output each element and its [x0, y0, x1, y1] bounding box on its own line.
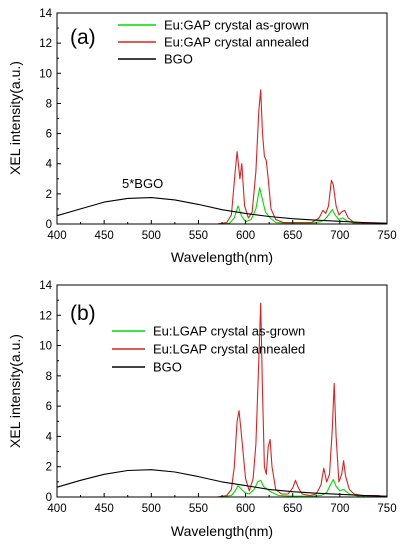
- y-tick-label: 8: [46, 98, 52, 110]
- y-tick-label: 8: [46, 371, 52, 383]
- y-tick-label: 6: [46, 129, 52, 141]
- x-tick-label: 400: [47, 503, 66, 515]
- panel-a: 400 450 500 550 600 650 700 750 0 2 4 6 8 10 12 14 Wavel…: [7, 8, 397, 265]
- x-tick-label: 700: [330, 503, 349, 515]
- x-axis-label: Wavelength(nm): [171, 249, 273, 265]
- y-tick-label: 4: [46, 159, 53, 171]
- series-line-3: [56, 197, 388, 224]
- y-tick-label: 10: [39, 68, 52, 80]
- annotation-label: 5*BGO: [122, 176, 163, 191]
- x-tick-label: 700: [330, 230, 349, 242]
- x-tick-label: 650: [283, 503, 302, 515]
- x-tick-label: 750: [377, 503, 396, 515]
- x-tick-label: 500: [142, 503, 161, 515]
- panel-label: (a): [70, 26, 96, 49]
- legend-entry: Eu:LGAP crystal annealed: [153, 342, 305, 357]
- y-tick-label: 2: [46, 189, 52, 201]
- x-axis-label: Wavelength(nm): [171, 523, 273, 539]
- legend-entry: BGO: [153, 360, 182, 375]
- x-tick-label: 400: [47, 230, 66, 242]
- series-line-3: [56, 469, 388, 497]
- x-tick-label: 550: [189, 503, 208, 515]
- x-tick-label: 650: [283, 230, 302, 242]
- series-line-2: [57, 89, 388, 225]
- legend-entry: Eu:LGAP crystal as-grown: [153, 324, 305, 339]
- legend-entry: Eu:GAP crystal as-grown: [164, 18, 309, 33]
- x-tick-label: 550: [189, 230, 208, 242]
- panel-label: (b): [70, 302, 96, 325]
- y-tick-label: 0: [46, 492, 52, 504]
- x-tick-label: 450: [95, 503, 114, 515]
- y-axis-label: XEL intensity(a.u.): [7, 334, 23, 448]
- y-tick-label: 2: [46, 462, 52, 474]
- series-line-1: [57, 187, 388, 225]
- panel-b: 400 450 500 550 600 650 700 750 0 2 4 6 8 10 12 14 Wavel…: [7, 280, 397, 539]
- x-tick-label: 600: [236, 503, 255, 515]
- y-axis-label: XEL intensity(a.u.): [7, 61, 23, 175]
- x-tick-label: 450: [95, 230, 114, 242]
- y-tick-label: 14: [39, 8, 52, 20]
- y-tick-label: 6: [46, 401, 52, 413]
- y-tick-label: 12: [39, 38, 52, 50]
- x-tick-label: 600: [236, 230, 255, 242]
- y-tick-label: 0: [46, 219, 52, 231]
- x-tick-label: 500: [142, 230, 161, 242]
- series-line-1: [57, 479, 388, 498]
- series-line-2: [57, 302, 388, 498]
- y-tick-label: 12: [39, 310, 52, 322]
- legend-entry: BGO: [164, 52, 193, 67]
- y-tick-label: 4: [46, 431, 53, 443]
- x-tick-label: 750: [377, 230, 396, 242]
- legend-entry: Eu:GAP crystal annealed: [164, 35, 309, 50]
- y-tick-label: 10: [39, 341, 52, 353]
- y-tick-label: 14: [39, 280, 52, 292]
